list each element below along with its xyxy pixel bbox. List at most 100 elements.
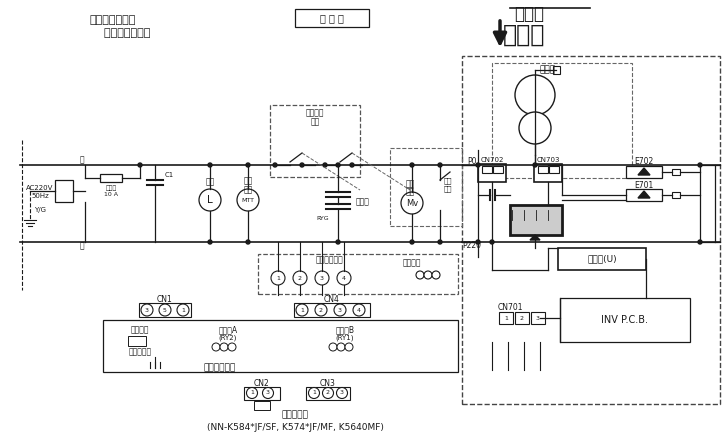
Text: 电机: 电机 [244,186,252,194]
Polygon shape [638,191,650,198]
Text: 数据程序电路: 数据程序电路 [204,363,236,373]
Circle shape [336,240,340,244]
Circle shape [336,388,347,399]
Bar [128,336,146,346]
Circle shape [416,271,424,279]
Circle shape [424,271,432,279]
Text: 3: 3 [340,390,344,396]
Text: 保险丝: 保险丝 [105,185,117,191]
Text: P220: P220 [462,241,481,251]
Text: 转盘: 转盘 [244,176,252,186]
Text: 加热器: 加热器 [356,198,370,206]
Circle shape [337,271,351,285]
Circle shape [337,343,345,351]
Bar [139,303,191,317]
Circle shape [237,189,259,211]
Circle shape [350,163,354,167]
Text: 3: 3 [145,308,149,312]
Bar [626,189,662,201]
Bar [390,148,462,226]
Text: 蒸汽感应器: 蒸汽感应器 [281,411,308,419]
Circle shape [519,112,551,144]
Text: Mv: Mv [406,198,418,207]
Circle shape [345,343,353,351]
Text: 棕: 棕 [80,241,84,251]
Text: (NN-K584*JF/SF, K574*JF/MF, K5640MF): (NN-K584*JF/SF, K574*JF/MF, K5640MF) [207,423,384,433]
Text: CN1: CN1 [157,294,173,304]
Text: CN701: CN701 [498,304,523,312]
Text: 3: 3 [266,390,270,396]
Bar [626,166,662,178]
Circle shape [323,163,327,167]
Text: 次级碰锁开关: 次级碰锁开关 [316,255,344,264]
Bar [270,105,360,177]
Bar [478,164,506,182]
Text: 炉灯: 炉灯 [205,178,215,187]
Bar [672,169,680,175]
Circle shape [401,192,423,214]
Bar [534,164,562,182]
Text: E701: E701 [634,180,654,190]
Text: 开关: 开关 [310,118,320,126]
Circle shape [515,75,555,115]
Text: MTT: MTT [241,198,254,202]
Text: CN703: CN703 [536,157,560,163]
Circle shape [490,240,494,244]
Bar [549,166,559,173]
Circle shape [246,163,250,167]
Circle shape [476,163,480,167]
Text: 4: 4 [342,275,346,281]
Circle shape [271,271,285,285]
Text: 风扇: 风扇 [405,179,415,188]
Text: 短路: 短路 [444,178,452,184]
Circle shape [293,271,307,285]
Circle shape [432,271,440,279]
Text: 新 高 压: 新 高 压 [320,13,344,23]
Text: 5: 5 [163,308,167,312]
Bar [560,298,690,342]
Bar [258,254,458,294]
Circle shape [309,388,320,399]
Bar [100,174,122,182]
Bar [294,303,370,317]
Bar [492,63,632,178]
Circle shape [698,240,702,244]
Text: 电机: 电机 [405,187,415,197]
Circle shape [138,163,142,167]
Circle shape [208,163,212,167]
Text: 磁控管: 磁控管 [540,65,556,75]
Circle shape [315,271,329,285]
Text: 1: 1 [181,308,185,312]
Circle shape [438,163,442,167]
Circle shape [336,163,340,167]
Text: 高压区: 高压区 [503,23,545,47]
Text: C1: C1 [165,172,174,178]
Text: 2: 2 [298,275,302,281]
Text: 蓝: 蓝 [80,156,84,164]
Text: 2: 2 [326,390,330,396]
Bar [55,180,73,202]
Bar [482,166,492,173]
Text: 低压变压器: 低压变压器 [128,347,152,357]
Text: INV P.C.B.: INV P.C.B. [602,315,648,325]
Text: CN2: CN2 [254,378,270,388]
Circle shape [246,240,250,244]
Text: 继电器B: 继电器B [336,325,355,335]
Text: 1: 1 [300,308,304,312]
Text: L: L [207,195,213,205]
Text: 压敏电阻: 压敏电阻 [130,325,149,335]
Bar [462,56,720,404]
Text: 50Hz: 50Hz [31,193,49,199]
Polygon shape [638,168,650,175]
Circle shape [410,163,414,167]
Text: 10 A: 10 A [104,193,118,198]
Circle shape [353,304,365,316]
Bar [103,320,458,372]
Text: 热敏电阻: 热敏电阻 [403,259,421,267]
Text: 注意：: 注意： [514,5,544,23]
Text: P0: P0 [467,157,476,167]
Bar [254,401,270,410]
Text: 变频器(U): 变频器(U) [587,255,617,263]
Bar [244,387,280,400]
Circle shape [212,343,220,351]
